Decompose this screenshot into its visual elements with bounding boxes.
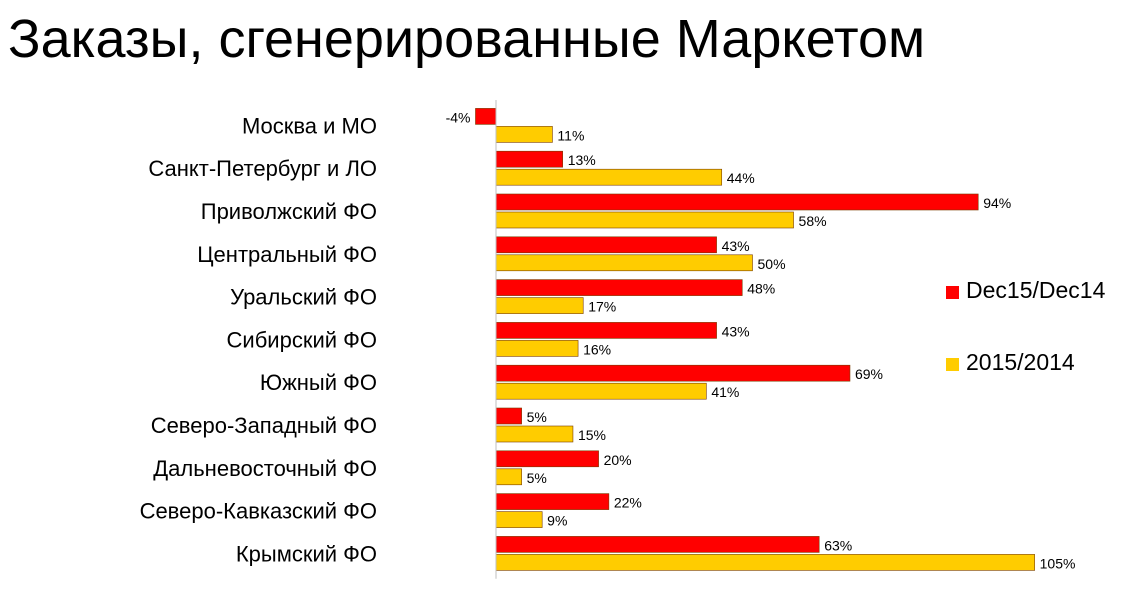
bar-2015-2014 — [495, 554, 1035, 571]
data-label: 16% — [583, 341, 611, 357]
data-label: 13% — [568, 152, 596, 168]
category-label: Центральный ФО — [197, 242, 377, 267]
data-label: 22% — [614, 495, 642, 511]
data-label: 105% — [1040, 555, 1076, 571]
data-label: 5% — [527, 470, 547, 486]
data-label: 44% — [727, 170, 755, 186]
data-label: 50% — [758, 256, 786, 272]
data-label: 58% — [799, 213, 827, 229]
category-label: Санкт-Петербург и ЛО — [148, 156, 377, 181]
bar-2015-2014 — [495, 468, 522, 486]
bar-dec15-dec14 — [495, 150, 563, 168]
data-label: 41% — [711, 384, 739, 400]
legend-swatch — [946, 286, 959, 299]
legend: Dec15/Dec14 2015/2014 — [946, 277, 1106, 375]
bar-2015-2014 — [495, 425, 574, 443]
data-label: 43% — [722, 323, 750, 339]
page-title: Заказы, сгенерированные Маркетом — [8, 9, 926, 69]
legend-label: 2015/2014 — [966, 349, 1075, 375]
bar-2015-2014 — [495, 126, 553, 143]
data-label: 20% — [604, 452, 632, 468]
bar-dec15-dec14 — [495, 493, 610, 510]
legend-label: Dec15/Dec14 — [966, 277, 1106, 303]
bars — [475, 108, 1035, 571]
category-label: Сибирский ФО — [227, 327, 377, 352]
legend-swatch — [946, 358, 959, 371]
bar-2015-2014 — [495, 254, 753, 272]
bar-2015-2014 — [495, 297, 584, 314]
data-label: 94% — [983, 195, 1011, 211]
bar-dec15-dec14 — [495, 279, 743, 296]
bar-dec15-dec14 — [495, 536, 820, 553]
bar-dec15-dec14 — [495, 364, 851, 382]
category-labels: Москва и МО Санкт-Петербург и ЛО Приволжск… — [140, 113, 377, 566]
bar-dec15-dec14 — [495, 450, 599, 468]
bar-2015-2014 — [495, 211, 794, 229]
data-label: 69% — [855, 366, 883, 382]
category-label: Крымский ФО — [236, 541, 377, 566]
data-label: 43% — [722, 238, 750, 254]
bar-dec15-dec14 — [475, 108, 497, 125]
data-label: 17% — [588, 299, 616, 315]
bar-dec15-dec14 — [495, 407, 522, 425]
data-label: 48% — [747, 281, 775, 297]
bar-2015-2014 — [495, 382, 707, 400]
bar-dec15-dec14 — [495, 322, 717, 339]
data-label: -4% — [446, 109, 471, 125]
category-label: Северо-Западный ФО — [151, 413, 377, 438]
category-label: Москва и МО — [242, 113, 377, 138]
value-labels: -4% 11% 13% 44% 94% 58% 43% 50% 48% 17% 43% 16% 69% 4… — [446, 109, 1076, 571]
category-label: Дальневосточный ФО — [153, 456, 377, 481]
bar-dec15-dec14 — [495, 193, 979, 211]
bar-2015-2014 — [495, 340, 579, 357]
category-label: Северо-Кавказский ФО — [140, 499, 377, 524]
category-label: Уральский ФО — [230, 285, 377, 310]
category-label: Южный ФО — [260, 370, 377, 395]
category-label: Приволжский ФО — [201, 199, 377, 224]
bar-2015-2014 — [495, 168, 723, 186]
bar-dec15-dec14 — [495, 236, 717, 254]
data-label: 63% — [824, 537, 852, 553]
data-label: 9% — [547, 513, 567, 529]
bar-2015-2014 — [495, 511, 543, 528]
data-label: 5% — [527, 409, 547, 425]
data-label: 15% — [578, 427, 606, 443]
data-label: 11% — [557, 127, 584, 143]
